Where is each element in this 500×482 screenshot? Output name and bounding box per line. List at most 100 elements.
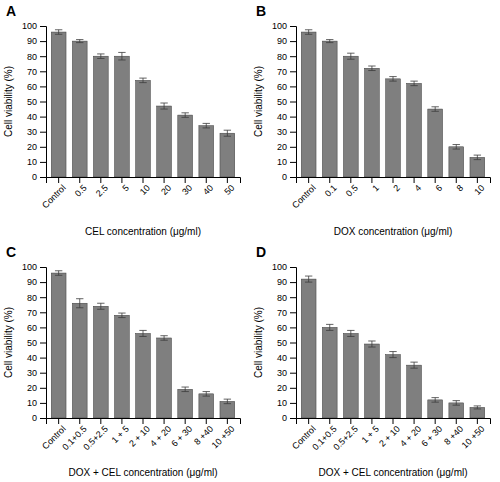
x-tick-mark bbox=[185, 418, 186, 424]
y-tick-label: 90 bbox=[27, 36, 37, 46]
y-tick: 80 bbox=[27, 293, 46, 303]
error-bar-cap bbox=[431, 111, 438, 112]
y-tick: 100 bbox=[22, 21, 46, 31]
panel: 0102030405060708090100Control0.1+0.50.5+… bbox=[3, 244, 241, 478]
y-tick: 30 bbox=[277, 368, 296, 378]
y-tick-label: 60 bbox=[27, 323, 37, 333]
x-tick-mark bbox=[121, 418, 122, 424]
x-tick-mark bbox=[456, 418, 457, 424]
error-bar bbox=[76, 40, 83, 43]
y-tick-mark bbox=[290, 282, 296, 283]
x-tick-mark bbox=[164, 177, 165, 183]
figure: 0102030405060708090100Control0.52.551020… bbox=[0, 0, 500, 482]
y-tick-mark bbox=[290, 86, 296, 87]
bar bbox=[428, 109, 443, 177]
error-bar-stem bbox=[329, 40, 330, 43]
error-bar-stem bbox=[308, 276, 309, 282]
error-bar bbox=[368, 66, 375, 71]
x-tick: 10 bbox=[472, 177, 486, 197]
y-tick-mark bbox=[290, 343, 296, 344]
error-bar bbox=[118, 52, 125, 60]
y-axis-title: Cell viability (%) bbox=[3, 307, 14, 378]
y-tick-mark bbox=[40, 297, 46, 298]
error-bar-cap bbox=[389, 357, 396, 358]
x-axis: Control0.52.551020304050 bbox=[40, 177, 240, 210]
x-axis-title: DOX + CEL concentration (μg/ml) bbox=[318, 467, 467, 478]
error-bar-stem bbox=[227, 399, 228, 404]
y-tick: 0 bbox=[32, 413, 46, 423]
bar bbox=[199, 126, 214, 177]
x-tick-label: 6 bbox=[434, 183, 445, 194]
y-tick-label: 60 bbox=[277, 323, 287, 333]
y-tick-mark bbox=[290, 267, 296, 268]
x-tick: 4 bbox=[413, 177, 424, 193]
x-tick-mark bbox=[393, 418, 394, 424]
y-tick-label: 20 bbox=[27, 383, 37, 393]
x-tick-label: 20 bbox=[159, 183, 173, 197]
y-tick: 0 bbox=[282, 172, 296, 182]
plot-area bbox=[51, 271, 234, 418]
x-tick-label: 50 bbox=[222, 183, 236, 197]
y-tick-label: 40 bbox=[277, 353, 287, 363]
error-bar-cap bbox=[160, 335, 167, 336]
panel-label: B bbox=[256, 3, 266, 19]
x-tick-mark bbox=[143, 418, 144, 424]
y-axis-line bbox=[40, 268, 47, 419]
error-bar bbox=[97, 303, 104, 309]
error-bar bbox=[55, 30, 62, 35]
y-axis: 0102030405060708090100 bbox=[272, 262, 297, 423]
y-tick: 40 bbox=[27, 112, 46, 122]
bar bbox=[51, 273, 66, 418]
y-tick: 100 bbox=[22, 262, 46, 272]
x-tick: 5 bbox=[120, 177, 131, 193]
error-bar-cap bbox=[326, 330, 333, 331]
y-tick-label: 100 bbox=[22, 21, 37, 31]
y-tick-label: 70 bbox=[27, 67, 37, 77]
x-tick-label: 6 + 30 bbox=[169, 424, 194, 449]
x-tick-mark bbox=[79, 177, 80, 183]
y-tick-label: 70 bbox=[277, 67, 287, 77]
error-bar-cap bbox=[431, 106, 438, 107]
y-axis: 0102030405060708090100 bbox=[22, 262, 47, 423]
bar bbox=[428, 400, 443, 418]
bar bbox=[115, 56, 130, 177]
y-tick-label: 30 bbox=[27, 127, 37, 137]
bar bbox=[322, 327, 337, 418]
error-bar bbox=[224, 399, 231, 404]
y-tick: 20 bbox=[27, 142, 46, 152]
error-bar-stem bbox=[477, 406, 478, 409]
error-bar bbox=[224, 130, 231, 136]
panel: 0102030405060708090100Control0.52.551020… bbox=[3, 3, 241, 237]
error-bar-cap bbox=[181, 387, 188, 388]
y-tick-mark bbox=[40, 358, 46, 359]
bar bbox=[72, 41, 87, 177]
y-tick-label: 40 bbox=[27, 353, 37, 363]
x-tick-label: 2 bbox=[391, 183, 402, 194]
error-bar-cap bbox=[97, 309, 104, 310]
x-axis-title: DOX concentration (μg/ml) bbox=[334, 226, 453, 237]
error-bar-cap bbox=[181, 112, 188, 113]
error-bar-stem bbox=[350, 330, 351, 336]
x-tick-mark bbox=[58, 418, 59, 424]
error-bar-stem bbox=[371, 341, 372, 347]
x-tick: 40 bbox=[201, 177, 215, 197]
x-tick: 6 + 30 bbox=[169, 418, 194, 449]
error-bar bbox=[181, 113, 188, 118]
error-bar-stem bbox=[143, 330, 144, 336]
x-axis-line bbox=[297, 419, 491, 425]
x-tick-label: 10 +50 bbox=[210, 424, 237, 451]
bar bbox=[157, 338, 172, 418]
x-tick-mark bbox=[58, 177, 59, 183]
x-tick-label: 8 bbox=[455, 183, 466, 194]
x-tick: 1 bbox=[370, 177, 381, 193]
y-tick-mark bbox=[290, 358, 296, 359]
x-tick-mark bbox=[477, 177, 478, 183]
error-bar-stem bbox=[456, 401, 457, 406]
y-tick-mark bbox=[40, 26, 46, 27]
error-bar-cap bbox=[305, 34, 312, 35]
error-bar-cap bbox=[368, 347, 375, 348]
error-bar-cap bbox=[118, 59, 125, 60]
error-bar-stem bbox=[414, 362, 415, 368]
y-tick-label: 30 bbox=[27, 368, 37, 378]
y-tick: 10 bbox=[27, 157, 46, 167]
